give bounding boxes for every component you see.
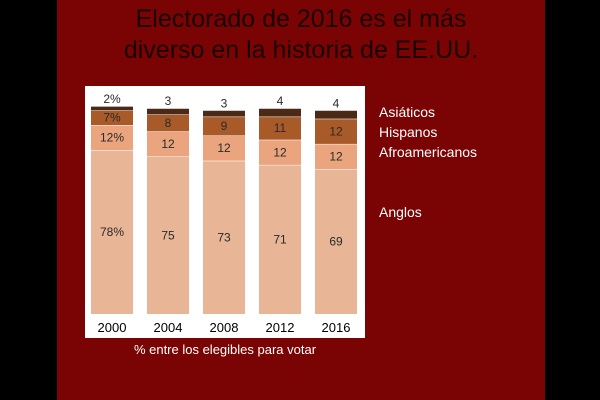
- bar-segment-hispanos-2012: [259, 116, 301, 140]
- bar-segment-hispanos-2000: [91, 110, 133, 125]
- data-label-anglos-2012: 71: [273, 232, 287, 246]
- data-label-afroamericanos-2004: 12: [161, 137, 175, 151]
- bar-segment-afroamericanos-2012: [259, 139, 301, 165]
- bar-segment-hispanos-2008: [203, 116, 245, 136]
- data-label-asiáticos-2012: 4: [277, 94, 284, 108]
- bar-segment-afroamericanos-2000: [91, 125, 133, 151]
- data-label-hispanos-2008: 9: [221, 119, 228, 133]
- bar-segment-asiáticos-2008: [203, 110, 245, 117]
- bar-segment-asiáticos-2004: [147, 108, 189, 115]
- data-label-afroamericanos-2000: 12%: [100, 131, 124, 145]
- bar-segment-afroamericanos-2016: [315, 143, 357, 170]
- data-label-afroamericanos-2008: 12: [217, 141, 231, 155]
- x-tick-label-2012: 2012: [266, 320, 295, 335]
- x-tick-label-2008: 2008: [210, 320, 239, 335]
- bar-segment-asiáticos-2000: [91, 106, 133, 111]
- bar-segment-asiáticos-2016: [315, 110, 357, 119]
- bar-segment-asiáticos-2012: [259, 108, 301, 117]
- legend-item-anglos: Anglos: [379, 204, 422, 220]
- data-label-asiáticos-2000: 2%: [103, 92, 121, 106]
- bar-segment-afroamericanos-2004: [147, 131, 189, 157]
- bar-segment-anglos-2012: [259, 164, 301, 314]
- data-label-anglos-2016: 69: [329, 235, 343, 249]
- data-label-hispanos-2016: 12: [329, 124, 343, 138]
- stacked-bar-chart: 78% 12% 7% 2% 2000 75 12 8 3 2004 73 12 9 3 2008 71 12 11…: [91, 92, 357, 335]
- data-label-hispanos-2000: 7%: [103, 111, 121, 125]
- data-label-anglos-2004: 75: [161, 228, 175, 242]
- chart-panel: 78% 12% 7% 2% 2000 75 12 8 3 2004 73 12 9 3 2008 71 12 11…: [85, 86, 365, 338]
- slide-title: Electorado de 2016 es el más diverso en …: [57, 4, 545, 66]
- legend-item-hispanos: Hispanos: [379, 124, 438, 140]
- data-label-afroamericanos-2012: 12: [273, 145, 287, 159]
- data-label-hispanos-2012: 11: [274, 121, 287, 135]
- title-line-2: diverso en la historia de EE.UU.: [123, 36, 479, 64]
- legend-item-asiáticos: Asiáticos: [379, 104, 436, 120]
- data-label-asiáticos-2008: 3: [221, 96, 228, 110]
- bar-segment-anglos-2000: [91, 150, 133, 314]
- bar-segment-anglos-2004: [147, 156, 189, 314]
- chart-caption: % entre los elegibles para votar: [133, 342, 317, 357]
- title-line-1: Electorado de 2016 es el más: [135, 5, 467, 33]
- slide-background: Electorado de 2016 es el más diverso en …: [57, 0, 545, 400]
- x-tick-label-2004: 2004: [154, 320, 183, 335]
- data-label-asiáticos-2016: 4: [333, 96, 340, 110]
- x-tick-label-2000: 2000: [98, 320, 127, 335]
- bar-segment-hispanos-2004: [147, 114, 189, 132]
- legend-item-afroamericanos: Afroamericanos: [379, 144, 478, 160]
- data-label-anglos-2000: 78%: [100, 225, 124, 239]
- bar-segment-hispanos-2016: [315, 118, 357, 144]
- bar-segment-anglos-2008: [203, 160, 245, 314]
- data-label-asiáticos-2004: 3: [165, 94, 172, 108]
- data-label-anglos-2008: 73: [217, 230, 231, 244]
- bar-segment-anglos-2016: [315, 169, 357, 314]
- bar-segment-afroamericanos-2008: [203, 135, 245, 161]
- x-tick-label-2016: 2016: [322, 320, 351, 335]
- data-label-hispanos-2004: 8: [165, 116, 172, 130]
- data-label-afroamericanos-2016: 12: [329, 150, 343, 164]
